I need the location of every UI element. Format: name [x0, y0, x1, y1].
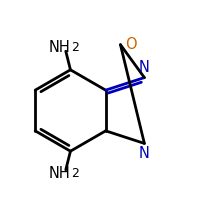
Text: N: N: [139, 146, 150, 161]
Text: 2: 2: [71, 40, 79, 53]
Text: NH: NH: [49, 40, 71, 55]
Text: NH: NH: [49, 166, 71, 181]
Text: 2: 2: [71, 168, 79, 181]
Text: O: O: [126, 37, 137, 52]
Text: N: N: [139, 60, 150, 75]
